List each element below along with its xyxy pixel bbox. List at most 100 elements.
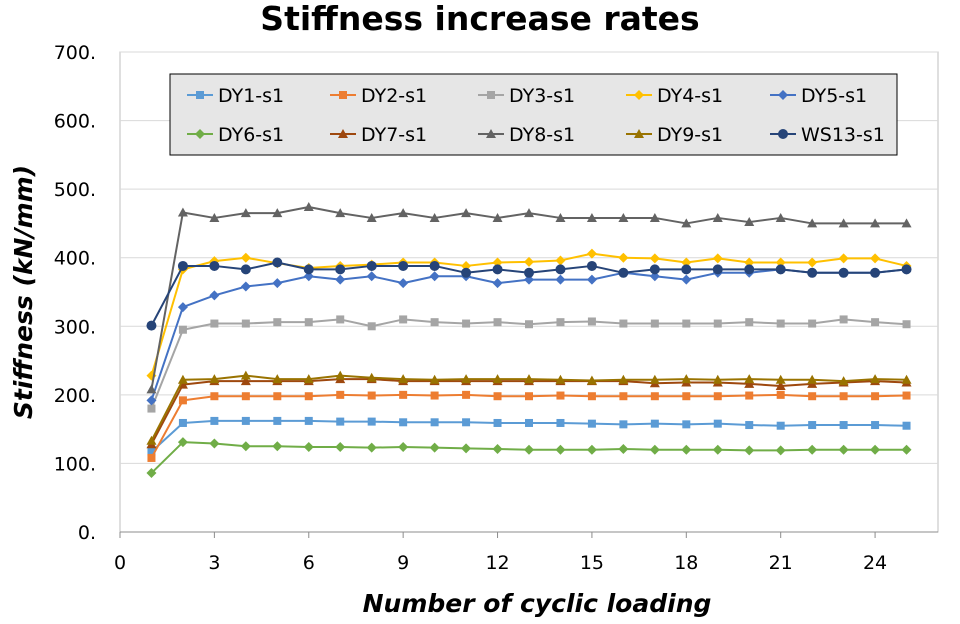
data-point [838, 444, 849, 455]
data-point [681, 257, 692, 268]
data-point [177, 302, 188, 313]
data-point [493, 392, 502, 401]
data-point [586, 260, 597, 271]
legend-marker [634, 129, 644, 138]
legend-marker [487, 91, 495, 99]
data-point [241, 319, 250, 328]
x-tick-label: 18 [674, 552, 698, 574]
data-point [712, 212, 723, 222]
series-DY6-s1 [146, 437, 912, 479]
data-point [807, 444, 818, 455]
data-point [745, 391, 754, 400]
data-point [210, 319, 219, 328]
data-point [524, 267, 534, 278]
data-point [461, 267, 472, 278]
data-point [902, 391, 911, 400]
legend-item: DY3-s1 [478, 85, 575, 107]
data-point [336, 315, 345, 324]
data-point [555, 374, 566, 384]
legend-marker [778, 129, 788, 139]
data-point [556, 318, 565, 327]
data-point [462, 418, 471, 427]
legend-label: DY9-s1 [657, 124, 723, 146]
x-tick-label: 15 [580, 552, 604, 574]
legend-label: WS13-s1 [801, 124, 885, 146]
data-point [303, 441, 314, 452]
chart-title: Stiffness increase rates [260, 0, 699, 38]
data-point [901, 444, 912, 455]
data-point [336, 417, 345, 426]
data-point [178, 325, 187, 334]
legend-item: DY7-s1 [330, 124, 427, 146]
data-point [241, 416, 250, 425]
data-point [366, 271, 377, 282]
data-point [430, 391, 439, 400]
data-point [240, 370, 251, 380]
data-point [838, 376, 849, 386]
data-point [586, 375, 597, 385]
data-point [649, 212, 660, 222]
data-point [493, 418, 502, 427]
y-tick-label: 0. [78, 522, 96, 544]
legend-label: DY8-s1 [509, 124, 575, 146]
data-point [304, 392, 313, 401]
data-point [586, 212, 597, 222]
data-point [272, 257, 283, 268]
y-tick-label: 500. [54, 179, 96, 201]
data-point [335, 264, 346, 275]
legend-marker [778, 90, 788, 100]
data-point [808, 421, 817, 430]
legend-item: DY6-s1 [187, 124, 284, 146]
data-point [681, 374, 692, 384]
data-point [618, 252, 629, 263]
data-point [870, 218, 881, 228]
data-point [556, 391, 565, 400]
data-point [649, 264, 660, 275]
data-point [241, 392, 250, 401]
data-point [147, 447, 156, 456]
series-DY1-s1 [147, 416, 911, 456]
x-tick-label: 6 [303, 552, 315, 574]
data-point [240, 281, 251, 292]
data-point [304, 416, 313, 425]
legend-item: DY4-s1 [626, 85, 723, 107]
data-point [681, 274, 692, 285]
data-point [366, 372, 377, 382]
legend-label: DY2-s1 [361, 85, 427, 107]
y-tick-label: 100. [54, 453, 96, 475]
data-point [870, 444, 881, 455]
data-point [429, 442, 440, 453]
data-point [807, 218, 818, 228]
data-point [619, 319, 628, 328]
data-point [618, 374, 629, 384]
data-point [399, 390, 408, 399]
data-point [839, 315, 848, 324]
data-point [586, 444, 597, 455]
data-point [712, 444, 723, 455]
data-point [776, 421, 785, 430]
data-point [146, 468, 157, 479]
data-point [839, 392, 848, 401]
data-point [682, 319, 691, 328]
data-point [618, 267, 629, 278]
data-point [492, 212, 503, 222]
data-point [335, 208, 346, 218]
data-point [744, 264, 755, 275]
data-point [399, 418, 408, 427]
data-point [492, 444, 503, 455]
data-point [713, 419, 722, 428]
x-tick-label: 12 [485, 552, 509, 574]
data-point [681, 444, 692, 455]
x-axis-ticks: 0 3 6 9 12 15 18 21 24 [114, 532, 887, 574]
legend-marker [339, 91, 347, 99]
legend-label: DY7-s1 [361, 124, 427, 146]
x-axis-label: Number of cyclic loading [363, 589, 712, 618]
data-point [870, 267, 881, 278]
data-point [146, 320, 157, 331]
data-point [461, 443, 472, 454]
data-point [681, 218, 692, 228]
legend-label: DY1-s1 [218, 85, 284, 107]
data-point [429, 374, 440, 384]
data-point [398, 208, 409, 218]
data-point [525, 392, 533, 401]
